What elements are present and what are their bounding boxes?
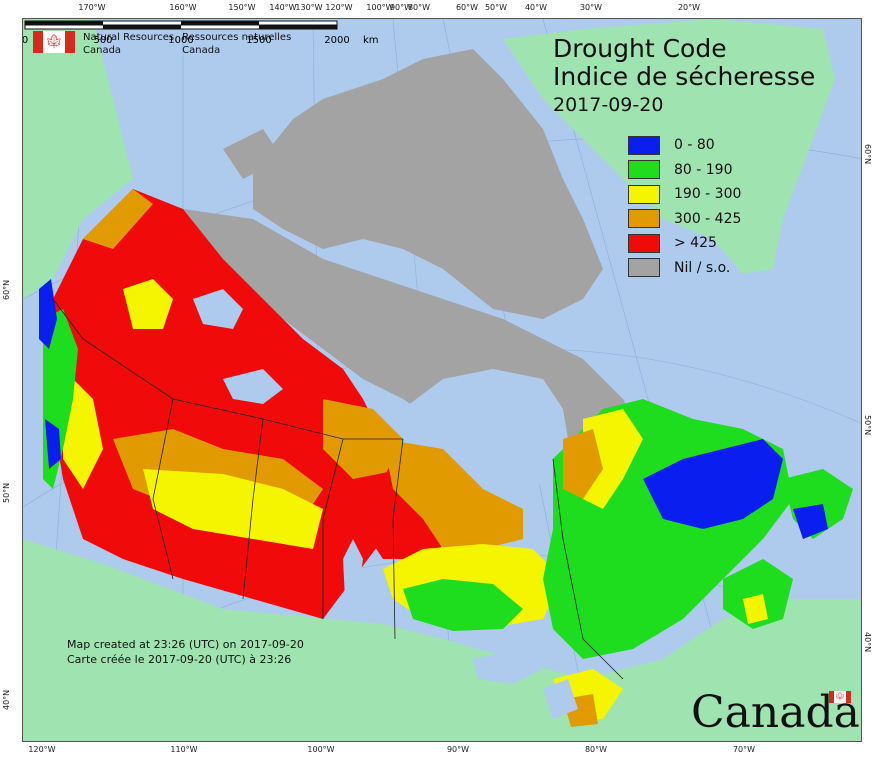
arctic-island-small <box>223 129 283 179</box>
map-title-fr: Indice de sécheresse <box>553 62 816 91</box>
ontario-green <box>403 579 523 631</box>
maritimes-yellow <box>743 594 768 624</box>
bottom-longitude-label: 90°W <box>446 745 470 754</box>
arctic-islands <box>253 49 603 319</box>
top-longitude-label: 150°W <box>228 3 256 12</box>
agency-name-fr: Ressources naturelles Canada <box>182 31 291 57</box>
legend: 0 - 80 80 - 190 190 - 300 300 - 425 > 425 Nil… <box>628 133 741 280</box>
left-latitude-label: 60°N <box>2 279 11 300</box>
scale-tick-label: 2000 <box>324 35 349 46</box>
prairie-yellow <box>143 469 323 549</box>
top-longitude-label: 80°W <box>407 3 431 12</box>
bottom-longitude-label: 80°W <box>584 745 608 754</box>
legend-label: 0 - 80 <box>674 137 715 154</box>
bottom-longitude-label: 120°W <box>28 745 56 754</box>
canada-flag-icon: 🍁︎ <box>33 31 75 53</box>
legend-item: 80 - 190 <box>628 158 741 183</box>
map-credits: Map created at 23:26 (UTC) on 2017-09-20… <box>67 637 304 667</box>
legend-label: > 425 <box>674 235 717 252</box>
agency-name-en-line1: Natural Resources <box>83 32 175 43</box>
wordmark-flag-icon: 🍁︎ <box>829 691 851 703</box>
legend-label: Nil / s.o. <box>674 259 731 276</box>
top-longitude-label: 60°W <box>455 3 479 12</box>
scale-tick-label: 1000 <box>168 35 193 46</box>
lake-huron <box>543 679 578 719</box>
alaska-land <box>23 19 133 299</box>
maritimes-green <box>723 559 793 629</box>
great-slave-lake <box>223 369 283 404</box>
legend-item: Nil / s.o. <box>628 256 741 281</box>
right-latitude-label: 50°N <box>863 415 872 436</box>
scale-tick-label: 1500 <box>246 35 271 46</box>
yukon-yellow <box>123 279 173 329</box>
top-longitude-label: 40°W <box>524 3 548 12</box>
western-orange-rim <box>83 189 153 249</box>
right-latitude-label: 40°N <box>863 632 872 653</box>
scale-segment <box>103 25 181 29</box>
map-date: 2017-09-20 <box>553 94 664 116</box>
left-latitude-label: 40°N <box>2 689 11 710</box>
map-title-block: Drought Code Indice de sécheresse 2017-0… <box>553 35 815 119</box>
top-longitude-label: 20°W <box>677 3 701 12</box>
credit-en: Map created at 23:26 (UTC) on 2017-09-20 <box>67 638 304 651</box>
map-title-en: Drought Code <box>553 34 727 63</box>
top-longitude-label: 130°W <box>295 3 323 12</box>
quebec-orange <box>563 429 603 499</box>
scale-segment <box>25 21 103 25</box>
top-longitude-label: 50°W <box>484 3 508 12</box>
legend-swatch <box>628 209 660 229</box>
bottom-longitude-label: 100°W <box>307 745 335 754</box>
agency-name-fr-line1: Ressources naturelles <box>182 32 292 43</box>
bottom-longitude-label: 70°W <box>732 745 756 754</box>
lake-winnipeg <box>343 539 363 599</box>
agency-name-fr-line2: Canada <box>182 45 221 56</box>
quebec-blue <box>643 439 783 529</box>
legend-swatch <box>628 184 660 204</box>
left-latitude-label: 50°N <box>2 482 11 503</box>
legend-swatch <box>628 258 660 278</box>
legend-label: 190 - 300 <box>674 186 742 203</box>
quebec-yellow <box>583 409 643 509</box>
legend-label: 300 - 425 <box>674 210 742 227</box>
legend-item: > 425 <box>628 231 741 256</box>
scale-bar: 0 500 1000 1500 2000 km <box>23 20 379 46</box>
scale-segment <box>181 21 259 25</box>
agency-name-en: Natural Resources Canada <box>83 31 174 57</box>
scale-tick-label: 0 <box>23 35 28 46</box>
great-bear-lake <box>193 289 243 329</box>
right-latitude-label: 60°N <box>863 144 872 165</box>
top-longitude-label: 160°W <box>169 3 197 12</box>
scale-tick-label: 500 <box>93 35 112 46</box>
usa-land <box>23 539 861 741</box>
map-panel: 🍁︎ Natural Resources Canada Ressources n… <box>22 18 862 742</box>
agency-signature: 🍁︎ Natural Resources Canada Ressources n… <box>33 31 291 57</box>
legend-swatch <box>628 233 660 253</box>
map-canvas <box>23 19 861 741</box>
top-longitude-label: 100°W <box>366 3 394 12</box>
bc-coast-blue <box>39 279 57 349</box>
top-longitude-label: 90°W <box>389 3 413 12</box>
legend-item: 190 - 300 <box>628 182 741 207</box>
top-longitude-label: 30°W <box>579 3 603 12</box>
agency-name-en-line2: Canada <box>83 45 122 56</box>
legend-label: 80 - 190 <box>674 161 733 178</box>
legend-item: 300 - 425 <box>628 207 741 232</box>
legend-swatch <box>628 160 660 180</box>
legend-item: 0 - 80 <box>628 133 741 158</box>
top-longitude-label: 170°W <box>78 3 106 12</box>
top-longitude-label: 120°W <box>325 3 353 12</box>
top-longitude-label: 140°W <box>269 3 297 12</box>
bottom-longitude-label: 110°W <box>170 745 198 754</box>
legend-swatch <box>628 135 660 155</box>
provincial-borders <box>52 298 624 680</box>
greenland-land <box>503 19 835 274</box>
scale-segment <box>259 25 337 29</box>
lake-superior <box>473 649 543 684</box>
scale-unit: km <box>363 35 379 46</box>
credit-fr: Carte créée le 2017-09-20 (UTC) à 23:26 <box>67 653 292 666</box>
newfoundland-blue <box>793 504 828 539</box>
bc-coast-blue-2 <box>45 419 61 469</box>
ontario-orange <box>383 439 523 549</box>
